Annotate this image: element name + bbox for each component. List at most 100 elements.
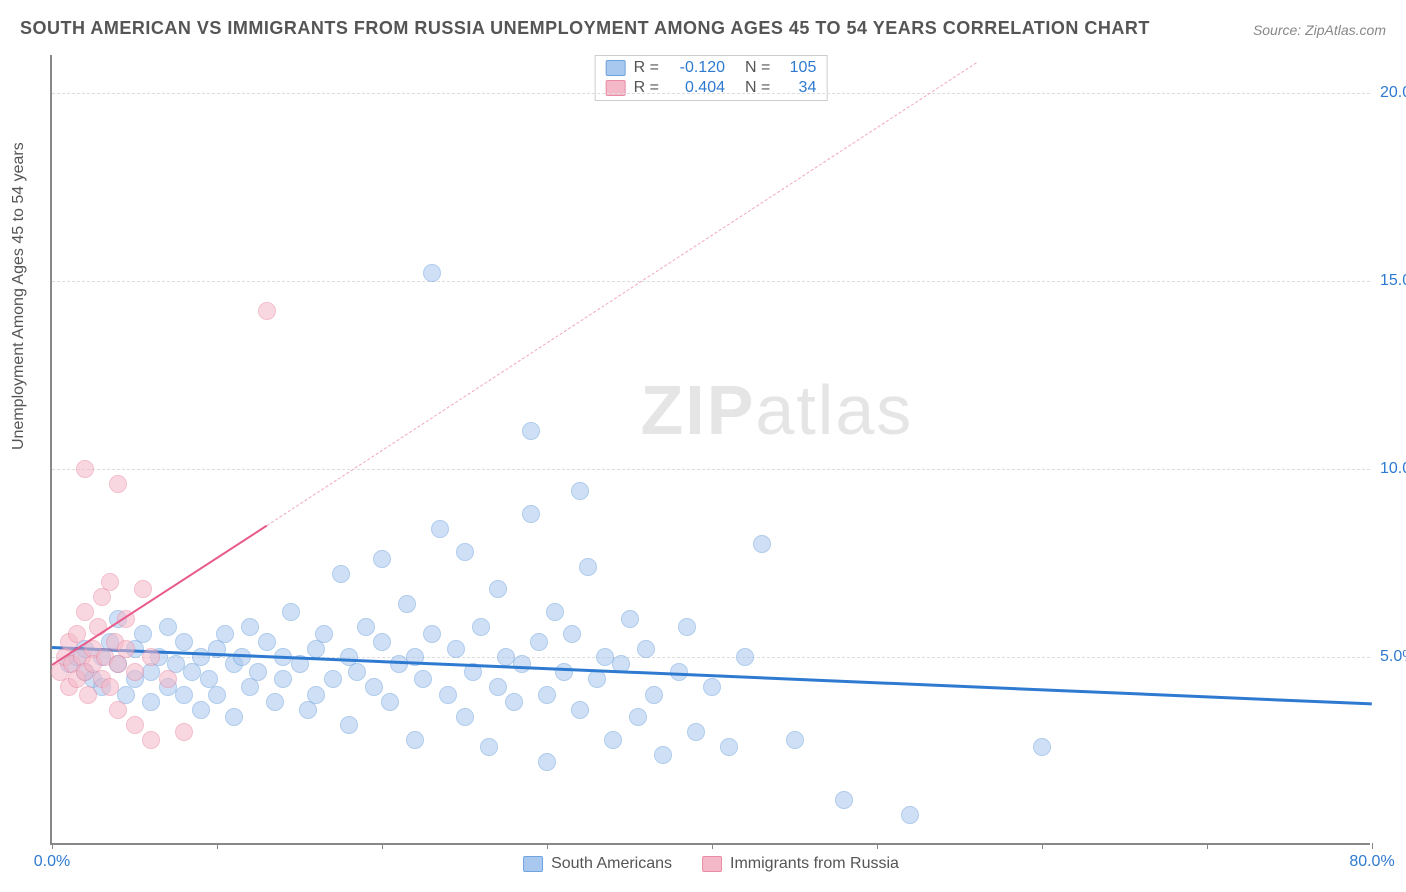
data-point: [315, 625, 333, 643]
x-tick: [1207, 843, 1208, 849]
gridline: [52, 469, 1370, 470]
x-tick: [52, 843, 53, 849]
data-point: [472, 618, 490, 636]
legend-swatch: [523, 856, 543, 872]
data-point: [480, 738, 498, 756]
data-point: [101, 573, 119, 591]
data-point: [645, 686, 663, 704]
data-point: [703, 678, 721, 696]
data-point: [373, 633, 391, 651]
data-point: [216, 625, 234, 643]
data-point: [571, 482, 589, 500]
data-point: [142, 648, 160, 666]
data-point: [571, 701, 589, 719]
data-point: [109, 475, 127, 493]
x-tick: [382, 843, 383, 849]
legend-swatch: [606, 60, 626, 76]
data-point: [588, 670, 606, 688]
data-point: [208, 686, 226, 704]
data-point: [423, 625, 441, 643]
x-tick: [1042, 843, 1043, 849]
legend-item: Immigrants from Russia: [702, 855, 899, 873]
scatter-plot: ZIPatlas R =-0.120N =105R =0.404N =34 So…: [50, 55, 1370, 845]
y-tick-label: 20.0%: [1380, 84, 1406, 102]
data-point: [307, 686, 325, 704]
data-point: [687, 723, 705, 741]
data-point: [563, 625, 581, 643]
data-point: [447, 640, 465, 658]
watermark: ZIPatlas: [641, 370, 914, 450]
data-point: [546, 603, 564, 621]
legend-swatch: [702, 856, 722, 872]
y-axis-label: Unemployment Among Ages 45 to 54 years: [10, 142, 28, 450]
data-point: [142, 731, 160, 749]
data-point: [282, 603, 300, 621]
data-point: [258, 633, 276, 651]
data-point: [175, 686, 193, 704]
y-tick-label: 15.0%: [1380, 272, 1406, 290]
data-point: [109, 701, 127, 719]
data-point: [522, 422, 540, 440]
data-point: [175, 723, 193, 741]
data-point: [68, 625, 86, 643]
data-point: [786, 731, 804, 749]
data-point: [381, 693, 399, 711]
y-tick-label: 10.0%: [1380, 460, 1406, 478]
r-value: 0.404: [667, 79, 725, 97]
data-point: [596, 648, 614, 666]
data-point: [390, 655, 408, 673]
r-label: R =: [634, 59, 659, 77]
data-point: [431, 520, 449, 538]
data-point: [101, 678, 119, 696]
data-point: [134, 580, 152, 598]
data-point: [192, 701, 210, 719]
x-tick: [712, 843, 713, 849]
data-point: [134, 625, 152, 643]
data-point: [357, 618, 375, 636]
legend-row: R =-0.120N =105: [606, 58, 817, 78]
x-tick: [547, 843, 548, 849]
data-point: [530, 633, 548, 651]
n-label: N =: [745, 79, 770, 97]
data-point: [79, 686, 97, 704]
r-value: -0.120: [667, 59, 725, 77]
correlation-legend: R =-0.120N =105R =0.404N =34: [595, 55, 828, 101]
data-point: [241, 618, 259, 636]
x-tick: [217, 843, 218, 849]
data-point: [365, 678, 383, 696]
data-point: [678, 618, 696, 636]
data-point: [142, 693, 160, 711]
n-label: N =: [745, 59, 770, 77]
x-tick-label: 80.0%: [1349, 853, 1394, 871]
data-point: [835, 791, 853, 809]
data-point: [274, 670, 292, 688]
data-point: [175, 633, 193, 651]
data-point: [538, 686, 556, 704]
legend-item: South Americans: [523, 855, 672, 873]
data-point: [497, 648, 515, 666]
data-point: [340, 716, 358, 734]
data-point: [654, 746, 672, 764]
data-point: [406, 731, 424, 749]
data-point: [456, 543, 474, 561]
data-point: [266, 693, 284, 711]
data-point: [159, 618, 177, 636]
x-tick: [1372, 843, 1373, 849]
data-point: [159, 670, 177, 688]
series-name: Immigrants from Russia: [730, 855, 899, 873]
x-tick-label: 0.0%: [34, 853, 70, 871]
r-label: R =: [634, 79, 659, 97]
data-point: [629, 708, 647, 726]
data-point: [126, 716, 144, 734]
data-point: [373, 550, 391, 568]
source-label: Source: ZipAtlas.com: [1253, 22, 1386, 38]
legend-row: R =0.404N =34: [606, 78, 817, 98]
data-point: [753, 535, 771, 553]
data-point: [423, 264, 441, 282]
data-point: [489, 678, 507, 696]
data-point: [192, 648, 210, 666]
data-point: [249, 663, 267, 681]
data-point: [76, 603, 94, 621]
data-point: [538, 753, 556, 771]
data-point: [637, 640, 655, 658]
